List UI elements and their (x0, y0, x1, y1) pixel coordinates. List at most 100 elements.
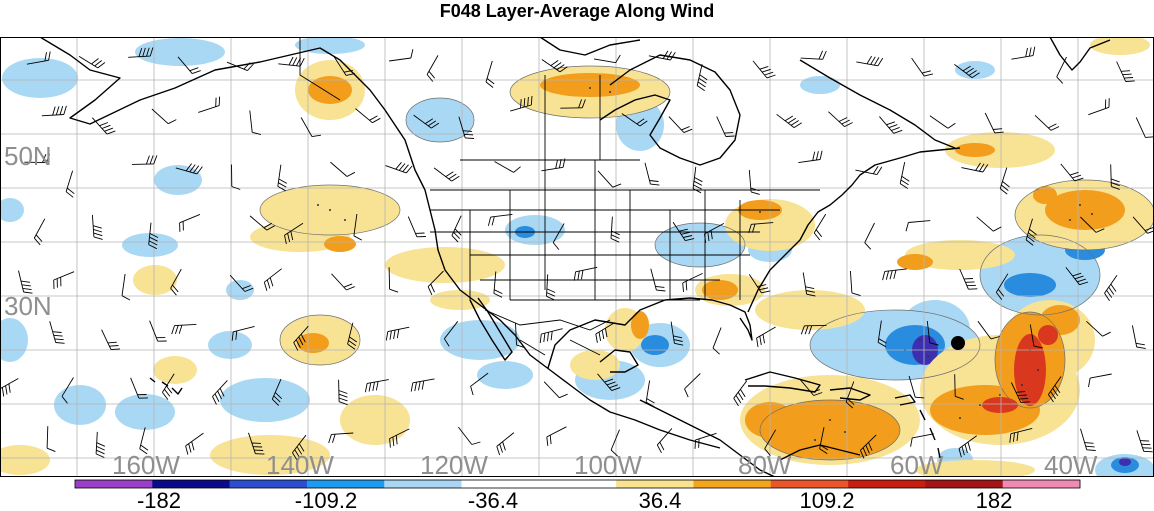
colorbar-segment (925, 480, 1003, 488)
wind-barb (748, 274, 771, 294)
wind-barb (177, 56, 201, 75)
wind-barb (278, 56, 305, 67)
wind-barb (1088, 373, 1112, 388)
wind-barb (292, 434, 307, 461)
wind-barb (139, 427, 149, 455)
colorbar-label-3: -36.4 (468, 488, 518, 511)
wind-barb (573, 266, 598, 281)
wind-barb (1048, 376, 1062, 403)
wind-barb (385, 326, 410, 341)
wind-barb (859, 434, 877, 459)
colorbar-segment (1002, 480, 1081, 488)
wind-barb (444, 321, 459, 347)
colorbar-outline (74, 479, 1081, 489)
wind-barb (46, 426, 56, 453)
longitude-labels: 160W 140W 120W 100W 80W 60W 40W (112, 450, 1098, 480)
wind-barb (879, 116, 903, 134)
wind-barb (748, 169, 760, 195)
wind-barb (1080, 428, 1096, 451)
wind-barb (364, 379, 389, 393)
colorbar-segment (229, 480, 308, 488)
wind-barb (684, 373, 701, 398)
wind-barb (49, 321, 65, 344)
colorbar (74, 479, 1081, 489)
wind-barb (515, 322, 526, 349)
wind-barb (644, 162, 660, 186)
wind-barb (670, 321, 684, 346)
wind-barb (494, 161, 521, 173)
wind-barb (33, 218, 46, 246)
wind-barb (1086, 320, 1111, 337)
wind-barb (560, 99, 586, 109)
wind-barb (510, 95, 533, 112)
map-title: F048 Layer-Average Along Wind (439, 1, 715, 21)
wind-barb (1011, 46, 1036, 60)
wind-barb (1088, 98, 1110, 116)
wind-barb (1065, 267, 1089, 286)
wind-barb (300, 117, 321, 138)
wind-barb (231, 325, 255, 341)
wind-barb (388, 267, 399, 293)
latitude-labels: 50N 30N (4, 141, 52, 321)
wind-barb (911, 57, 934, 77)
wind-barb (130, 377, 148, 399)
wind-barb (621, 113, 648, 127)
wind-barb (648, 50, 676, 61)
wind-barb (819, 427, 829, 454)
lon-label-120w: 120W (420, 450, 488, 480)
wind-barb (1010, 382, 1030, 403)
wind-barb (385, 162, 413, 174)
wind-barb (929, 115, 956, 129)
wind-barb (910, 433, 934, 447)
wind-barb (899, 162, 910, 189)
colorbar-label-6: 182 (976, 488, 1013, 511)
colorbar-segment (693, 480, 772, 488)
wind-barb (1080, 216, 1105, 233)
wind-barb (1116, 61, 1135, 82)
wind-barb (546, 274, 556, 301)
wind-barb (328, 432, 354, 444)
wind-barb (458, 116, 475, 139)
wind-barb (175, 163, 203, 175)
colorbar-segment (848, 480, 926, 488)
lon-label-60w: 60W (890, 450, 944, 480)
wind-barb (802, 272, 816, 297)
wind-barb (389, 428, 410, 448)
wind-barb (496, 432, 515, 456)
wind-barb (331, 273, 355, 291)
colorbar-label-5: 109.2 (799, 488, 854, 511)
wind-barb (333, 56, 355, 76)
wind-barb (1104, 274, 1118, 301)
wind-barb (694, 432, 717, 449)
wind-barb (226, 61, 254, 72)
wind-barb (716, 116, 735, 137)
wind-barb (849, 270, 861, 297)
wind-barb (539, 328, 563, 344)
wind-barb (185, 432, 204, 455)
wind-barb (493, 271, 503, 298)
wind-barb (756, 326, 776, 347)
wind-barb (650, 268, 666, 292)
position-marker (951, 336, 965, 350)
colorbar-label-1: -182 (137, 488, 181, 511)
wind-barb (1132, 216, 1154, 234)
wind-barb (800, 50, 827, 60)
wind-barb (128, 47, 154, 58)
wind-barb (413, 114, 440, 129)
lon-label-100w: 100W (574, 450, 642, 480)
colorbar-segment (152, 480, 230, 488)
wind-barb (597, 373, 621, 392)
wind-barb (330, 161, 356, 177)
colorbar-segment (538, 480, 617, 488)
wind-barb (752, 60, 776, 79)
wind-barb (427, 270, 444, 296)
wind-barb (672, 221, 695, 242)
wind-barb (198, 96, 221, 113)
wind-barb (995, 273, 1009, 300)
political-borders (299, 37, 820, 356)
colorbar-segment (461, 480, 540, 488)
wind-barb (1029, 324, 1043, 349)
wind-barb (977, 320, 1000, 340)
lat-label-50n: 50N (4, 141, 52, 171)
